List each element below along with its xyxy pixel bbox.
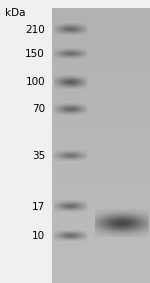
Text: 70: 70 <box>32 104 45 114</box>
Bar <box>52 8 150 283</box>
Text: 100: 100 <box>25 77 45 87</box>
Text: kDa: kDa <box>5 8 25 18</box>
Text: 17: 17 <box>32 201 45 212</box>
Text: 10: 10 <box>32 231 45 241</box>
Text: 35: 35 <box>32 151 45 161</box>
Text: 150: 150 <box>25 49 45 59</box>
Text: 210: 210 <box>25 25 45 35</box>
